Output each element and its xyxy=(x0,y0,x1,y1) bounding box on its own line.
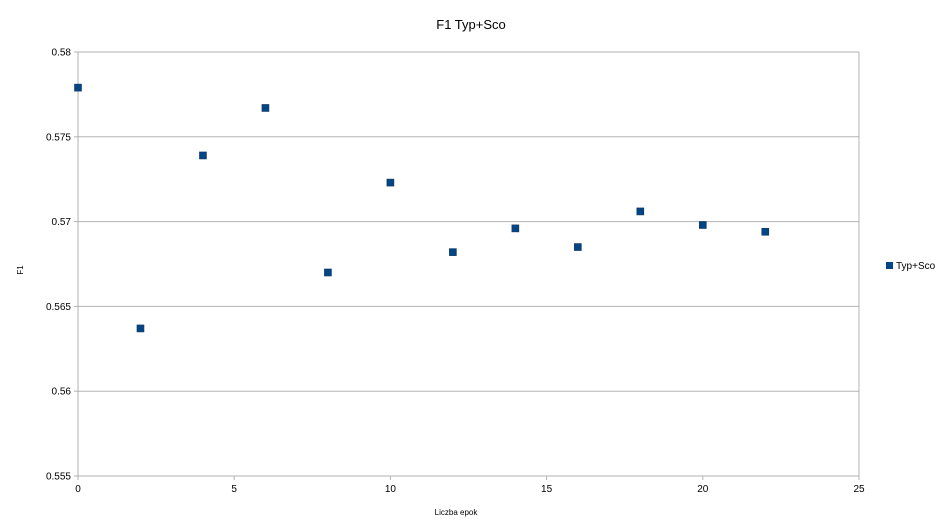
x-tick-label: 25 xyxy=(853,484,865,495)
y-tick-label: 0.575 xyxy=(46,132,71,143)
data-point xyxy=(324,268,332,277)
axes xyxy=(74,51,860,480)
chart-title: F1 Typ+Sco xyxy=(436,17,506,32)
data-point xyxy=(449,248,457,256)
data-point xyxy=(636,207,645,216)
x-tick-labels: 0 5 10 15 20 25 xyxy=(75,484,865,495)
data-point xyxy=(199,151,207,160)
data-point xyxy=(136,324,145,333)
legend-marker-typ-sco xyxy=(886,262,893,269)
data-point xyxy=(511,224,520,233)
y-tick-label: 0.565 xyxy=(46,302,71,313)
data-point xyxy=(698,221,707,229)
data-point xyxy=(261,104,270,112)
data-point xyxy=(574,243,582,251)
data-points xyxy=(74,83,770,333)
y-axis-label: F1 xyxy=(16,265,25,275)
grid-lines xyxy=(78,51,859,477)
data-point xyxy=(74,83,82,92)
data-point xyxy=(386,178,395,187)
y-tick-labels: 0.555 0.56 0.565 0.57 0.575 0.58 xyxy=(46,48,71,483)
x-tick-label: 15 xyxy=(541,484,553,495)
x-axis-label: Liczba epok xyxy=(435,508,479,517)
x-tick-label: 5 xyxy=(231,484,237,495)
x-tick-label: 0 xyxy=(75,484,81,495)
y-tick-label: 0.58 xyxy=(52,48,72,59)
y-tick-label: 0.56 xyxy=(52,387,72,398)
legend: Typ+Sco xyxy=(886,261,936,272)
x-tick-label: 10 xyxy=(385,484,397,495)
legend-label-typ-sco: Typ+Sco xyxy=(896,261,936,272)
data-point xyxy=(761,227,770,236)
y-tick-label: 0.57 xyxy=(52,217,72,228)
x-tick-label: 20 xyxy=(697,484,709,495)
y-tick-label: 0.555 xyxy=(46,472,71,483)
